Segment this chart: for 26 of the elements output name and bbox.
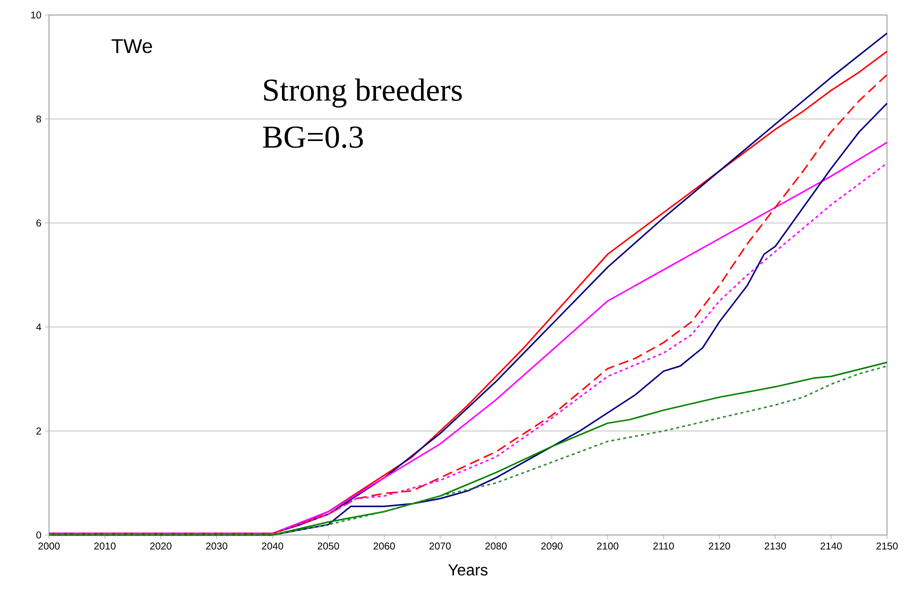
x-tick-label: 2030 [206, 542, 228, 550]
x-tick-label: 2090 [541, 542, 562, 550]
x-tick-label: 2100 [597, 542, 618, 550]
x-tick-label: 2060 [374, 542, 395, 550]
y-tick-label: 8 [36, 115, 42, 123]
y-tick-label: 0 [36, 531, 42, 539]
x-tick-label: 2000 [38, 542, 60, 550]
x-axis-title: Years [448, 564, 488, 576]
x-tick-label: 2070 [429, 542, 451, 550]
y-tick-label: 10 [31, 11, 42, 19]
x-tick-label: 2130 [764, 542, 786, 550]
y-tick-label: 4 [36, 324, 42, 330]
x-tick-label: 2140 [820, 542, 842, 550]
x-tick-label: 2040 [262, 542, 284, 550]
x-tick-label: 2080 [485, 542, 507, 550]
y-tick-label: 2 [36, 428, 41, 434]
x-tick-label: 2050 [318, 542, 340, 550]
annotation: TWe [112, 39, 152, 54]
y-tick-label: 6 [36, 219, 42, 227]
annotation: BG=0.3 [262, 126, 363, 148]
annotation: Strong breeders [264, 78, 462, 108]
x-tick-label: 2120 [708, 542, 730, 550]
x-tick-label: 2020 [150, 542, 172, 550]
x-tick-label: 2150 [876, 542, 898, 550]
x-tick-label: 2010 [94, 542, 116, 550]
x-tick-label: 2110 [653, 542, 674, 550]
